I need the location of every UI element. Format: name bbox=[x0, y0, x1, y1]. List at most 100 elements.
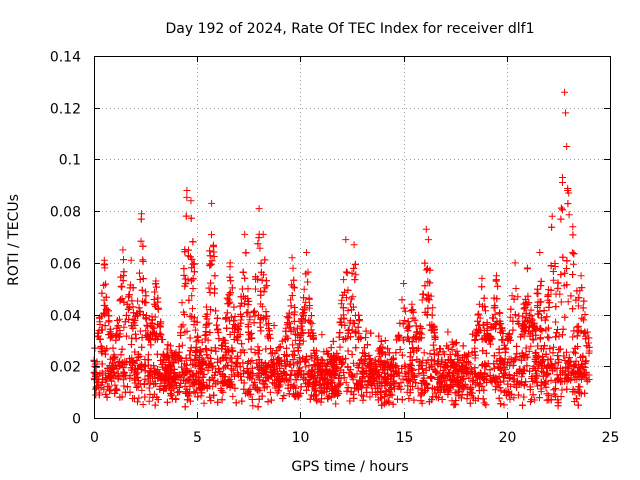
data-point bbox=[542, 383, 550, 391]
data-point bbox=[549, 349, 557, 357]
data-point bbox=[490, 352, 498, 360]
data-point bbox=[497, 387, 505, 395]
data-point bbox=[417, 392, 425, 400]
data-point bbox=[418, 296, 426, 304]
data-point bbox=[563, 265, 571, 272]
data-point bbox=[122, 311, 130, 319]
data-point bbox=[343, 334, 351, 342]
data-point bbox=[570, 250, 578, 258]
data-point bbox=[509, 326, 517, 334]
data-point bbox=[329, 337, 337, 345]
data-point bbox=[167, 389, 175, 397]
data-point bbox=[561, 269, 569, 277]
data-point bbox=[264, 398, 272, 406]
data-point bbox=[475, 310, 483, 318]
data-point bbox=[558, 386, 566, 394]
data-point bbox=[574, 302, 582, 310]
data-point bbox=[186, 397, 194, 405]
data-point bbox=[410, 396, 418, 404]
data-point bbox=[198, 338, 206, 346]
data-point bbox=[206, 262, 214, 270]
data-point bbox=[287, 302, 295, 310]
data-point bbox=[296, 354, 304, 362]
data-point bbox=[522, 344, 530, 352]
data-point bbox=[552, 333, 560, 341]
data-point bbox=[257, 300, 265, 308]
data-point bbox=[189, 305, 196, 313]
data-point bbox=[289, 341, 297, 349]
data-point bbox=[136, 327, 144, 335]
data-point bbox=[198, 389, 206, 397]
data-point bbox=[311, 386, 319, 394]
data-point bbox=[138, 386, 146, 394]
data-point bbox=[444, 328, 452, 336]
data-point bbox=[343, 387, 351, 395]
data-point bbox=[352, 344, 360, 352]
data-point bbox=[531, 396, 539, 404]
data-point bbox=[313, 397, 321, 405]
data-point bbox=[427, 361, 435, 369]
data-point bbox=[249, 402, 257, 410]
data-point bbox=[462, 364, 470, 372]
data-point bbox=[163, 345, 171, 353]
data-point bbox=[482, 307, 489, 315]
data-point bbox=[213, 321, 221, 329]
data-point bbox=[359, 396, 367, 404]
data-point bbox=[559, 206, 566, 214]
data-point bbox=[478, 283, 486, 291]
data-point bbox=[186, 334, 194, 342]
data-point bbox=[491, 310, 499, 318]
data-point bbox=[178, 299, 186, 307]
data-point bbox=[352, 271, 360, 279]
data-point bbox=[227, 277, 235, 285]
data-point bbox=[205, 284, 213, 292]
data-point bbox=[135, 394, 143, 402]
data-point bbox=[573, 287, 581, 295]
data-point bbox=[163, 398, 171, 406]
data-point bbox=[251, 312, 259, 320]
data-point bbox=[223, 309, 231, 317]
data-point bbox=[250, 307, 258, 315]
data-point bbox=[355, 311, 363, 319]
data-point bbox=[452, 339, 460, 347]
data-point bbox=[137, 237, 145, 245]
data-point bbox=[238, 340, 246, 348]
data-point bbox=[238, 397, 246, 405]
data-point bbox=[303, 386, 310, 394]
data-point bbox=[305, 317, 313, 325]
data-point bbox=[557, 215, 565, 223]
data-point bbox=[288, 367, 296, 375]
data-point bbox=[467, 384, 475, 392]
data-point bbox=[131, 348, 139, 356]
data-point bbox=[480, 399, 488, 407]
data-point bbox=[561, 313, 569, 321]
data-point bbox=[150, 380, 158, 388]
data-point bbox=[254, 343, 262, 351]
data-point bbox=[215, 335, 223, 343]
data-point bbox=[424, 304, 432, 312]
data-point bbox=[297, 383, 305, 391]
data-point bbox=[585, 376, 593, 383]
data-point bbox=[339, 291, 347, 299]
data-point bbox=[349, 359, 357, 367]
data-point bbox=[270, 322, 278, 329]
data-point bbox=[100, 302, 108, 309]
data-point bbox=[212, 307, 220, 315]
data-point bbox=[118, 345, 126, 353]
data-point bbox=[226, 273, 234, 281]
data-point bbox=[153, 350, 161, 358]
data-point bbox=[254, 350, 262, 358]
data-point bbox=[206, 247, 214, 255]
data-point bbox=[350, 264, 358, 272]
data-point bbox=[574, 401, 582, 409]
data-point bbox=[287, 296, 295, 304]
data-point bbox=[189, 260, 197, 268]
data-point bbox=[564, 185, 572, 192]
data-point bbox=[552, 385, 559, 392]
data-point bbox=[120, 256, 127, 264]
data-point bbox=[327, 344, 335, 352]
data-point bbox=[529, 316, 537, 324]
data-point bbox=[127, 341, 135, 348]
data-point bbox=[180, 271, 188, 279]
data-point bbox=[172, 396, 180, 403]
